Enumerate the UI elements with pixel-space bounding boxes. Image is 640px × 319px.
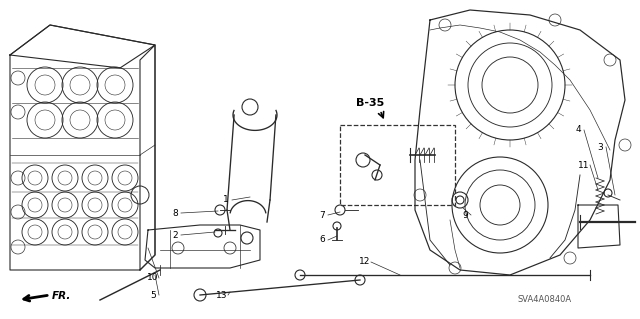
Text: 1: 1 (223, 196, 229, 204)
Text: 5: 5 (150, 291, 156, 300)
Text: 9: 9 (462, 211, 468, 219)
Text: SVA4A0840A: SVA4A0840A (518, 295, 572, 305)
Text: 7: 7 (319, 211, 325, 219)
Text: 2: 2 (172, 231, 178, 240)
Text: 13: 13 (216, 291, 228, 300)
Text: 8: 8 (172, 209, 178, 218)
Text: 3: 3 (597, 143, 603, 152)
Text: 12: 12 (359, 257, 371, 266)
Text: 4: 4 (575, 125, 581, 135)
Text: 10: 10 (147, 273, 159, 283)
Text: B-35: B-35 (356, 98, 384, 108)
Text: 11: 11 (579, 160, 589, 169)
Text: FR.: FR. (52, 291, 72, 301)
Bar (340, 125, 455, 205)
Text: 6: 6 (319, 235, 325, 244)
